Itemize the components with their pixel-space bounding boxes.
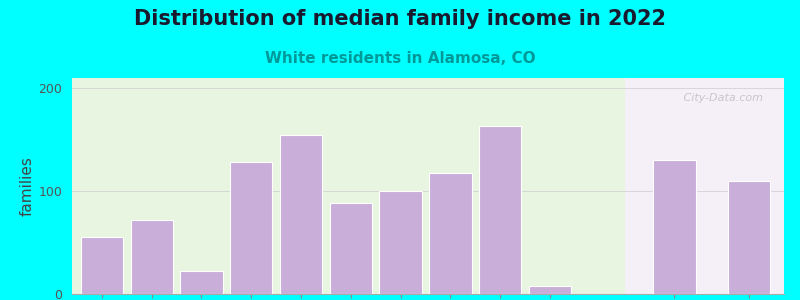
Text: White residents in Alamosa, CO: White residents in Alamosa, CO — [265, 51, 535, 66]
Text: Distribution of median family income in 2022: Distribution of median family income in … — [134, 9, 666, 29]
Bar — [230, 162, 273, 294]
Bar — [728, 181, 770, 294]
Bar — [479, 126, 522, 294]
Bar — [529, 286, 571, 294]
Bar — [330, 203, 372, 294]
Bar — [654, 160, 696, 294]
Bar — [625, 78, 784, 294]
Bar — [72, 78, 625, 294]
Bar — [81, 237, 123, 294]
Y-axis label: families: families — [19, 156, 34, 216]
Bar — [430, 172, 471, 294]
Bar — [280, 135, 322, 294]
Bar — [379, 191, 422, 294]
Bar — [180, 272, 222, 294]
Text: City-Data.com: City-Data.com — [680, 93, 762, 103]
Bar — [130, 220, 173, 294]
